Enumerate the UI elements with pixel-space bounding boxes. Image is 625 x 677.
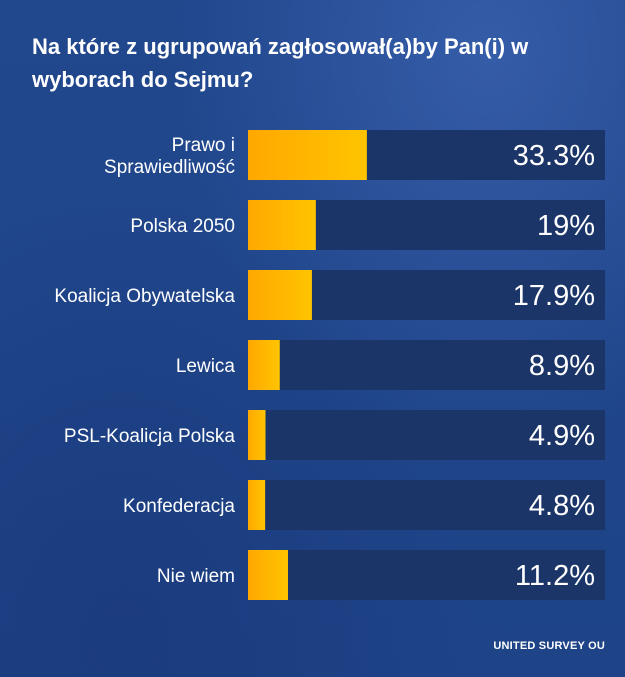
value-label: 4.8% — [529, 490, 595, 522]
category-label: Polska 2050 — [130, 216, 235, 237]
bar — [248, 340, 280, 390]
category-label: Koalicja Obywatelska — [54, 286, 235, 307]
bar-track — [248, 340, 605, 390]
category-label: Prawo i — [172, 135, 235, 156]
value-label: 8.9% — [529, 350, 595, 382]
bar — [248, 200, 316, 250]
category-label: Sprawiedliwość — [104, 157, 235, 178]
bar — [248, 410, 266, 460]
value-label: 11.2% — [515, 560, 595, 592]
value-label: 4.9% — [529, 420, 595, 452]
category-label: Konfederacja — [123, 496, 235, 517]
category-label: Lewica — [176, 356, 236, 377]
bar-track — [248, 550, 605, 600]
source-label: UNITED SURVEY OU — [493, 640, 605, 652]
bar-track — [248, 480, 605, 530]
bar — [248, 480, 266, 530]
value-label: 19% — [537, 210, 595, 242]
chart-title: Na które z ugrupowań zagłosował(a)by Pan… — [32, 34, 529, 92]
value-label: 33.3% — [513, 140, 595, 172]
bar — [248, 270, 312, 320]
bar — [248, 550, 288, 600]
value-label: 17.9% — [513, 280, 595, 312]
bar — [248, 130, 367, 180]
category-label: Nie wiem — [157, 566, 235, 587]
category-label: PSL-Koalicja Polska — [64, 426, 236, 447]
bar-track — [248, 410, 605, 460]
